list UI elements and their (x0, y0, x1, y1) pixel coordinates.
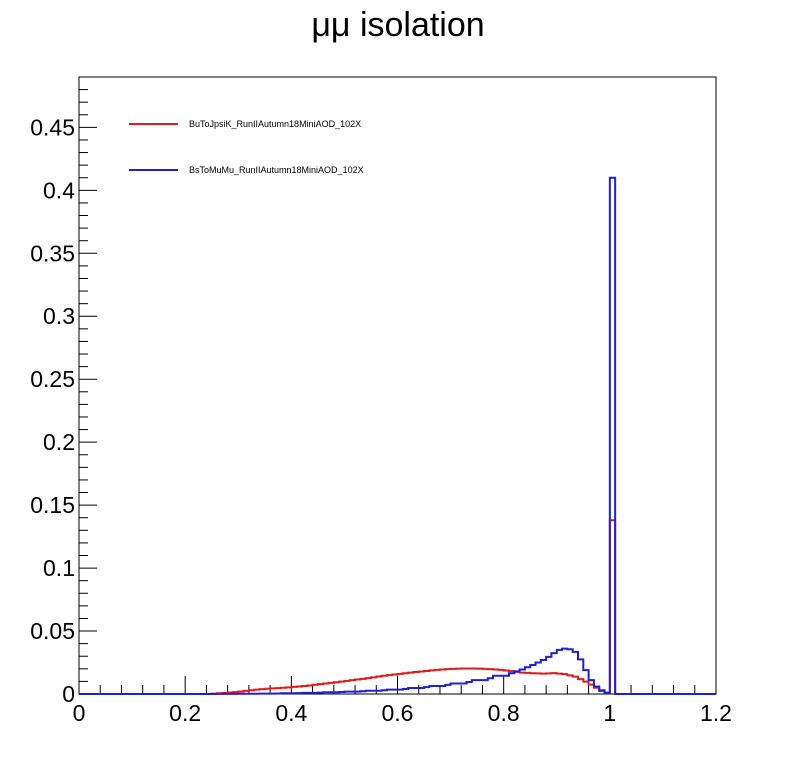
legend-label: BuToJpsiK_RunIIAutumn18MiniAOD_102X (189, 119, 361, 129)
x-tick-label: 0.2 (169, 700, 201, 726)
x-tick-label: 0.8 (488, 700, 520, 726)
y-tick-label: 0.15 (30, 492, 75, 518)
y-tick-label: 0.2 (43, 429, 75, 455)
series-group (79, 176, 716, 695)
y-tick-label: 0.45 (30, 114, 75, 140)
x-tick-label: 0 (73, 700, 86, 726)
y-axis: 0 0.05 0.1 0.15 0.2 0.25 0.3 0.35 0.4 0.45 (30, 76, 97, 707)
y-tick-label: 0.1 (43, 555, 75, 581)
x-tick-label: 1 (603, 700, 616, 726)
x-tick-label: 0.4 (275, 700, 307, 726)
x-tick-label: 1.2 (700, 700, 732, 726)
series-line-1 (79, 519, 716, 695)
y-tick-label: 0.05 (30, 618, 75, 644)
legend: BuToJpsiK_RunIIAutumn18MiniAOD_102X BsToM… (129, 119, 364, 175)
legend-label: BsToMuMu_RunIIAutumn18MiniAOD_102X (189, 165, 364, 175)
x-tick-label: 0.6 (382, 700, 414, 726)
y-tick-label: 0.4 (43, 177, 75, 203)
y-tick-label: 0.25 (30, 366, 75, 392)
y-tick-label: 0.3 (43, 303, 75, 329)
y-tick-label: 0.35 (30, 240, 75, 266)
y-tick-label: 0 (62, 681, 75, 707)
x-axis: 0 0.2 0.4 0.6 0.8 1 1.2 (73, 676, 732, 726)
chart-title: μμ isolation (311, 6, 485, 44)
series-line-2 (79, 176, 716, 695)
